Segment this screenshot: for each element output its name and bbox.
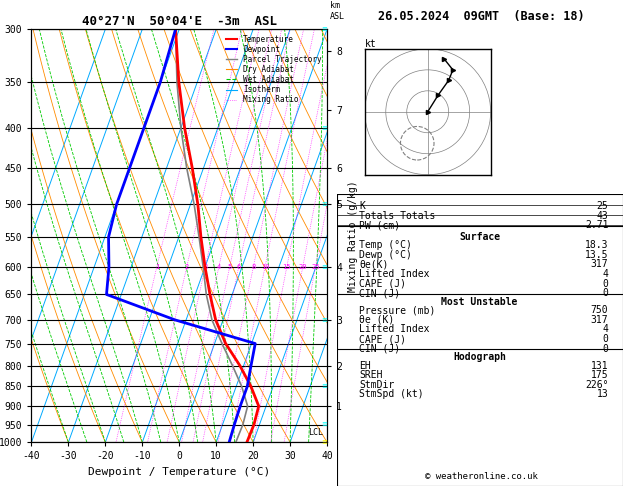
Text: CIN (J): CIN (J) bbox=[359, 344, 401, 354]
Text: ≡: ≡ bbox=[321, 383, 327, 389]
Text: 25: 25 bbox=[311, 264, 320, 270]
Y-axis label: Mixing Ratio (g/kg): Mixing Ratio (g/kg) bbox=[348, 180, 357, 292]
Text: Lifted Index: Lifted Index bbox=[359, 269, 430, 279]
Text: 0: 0 bbox=[603, 278, 608, 289]
Text: 20: 20 bbox=[299, 264, 307, 270]
Text: 5: 5 bbox=[228, 264, 232, 270]
Text: 4: 4 bbox=[603, 324, 608, 334]
Text: 18.3: 18.3 bbox=[585, 240, 608, 250]
Text: 2: 2 bbox=[184, 264, 189, 270]
Text: ≡: ≡ bbox=[321, 439, 327, 445]
Text: Temp (°C): Temp (°C) bbox=[359, 240, 412, 250]
Text: © weatheronline.co.uk: © weatheronline.co.uk bbox=[425, 472, 538, 481]
Text: 4: 4 bbox=[217, 264, 221, 270]
Text: km
ASL: km ASL bbox=[330, 1, 345, 21]
Text: 0: 0 bbox=[603, 344, 608, 354]
Text: LCL: LCL bbox=[308, 428, 323, 437]
Text: Surface: Surface bbox=[459, 232, 500, 242]
Text: 131: 131 bbox=[591, 361, 608, 370]
Text: StmDir: StmDir bbox=[359, 380, 394, 390]
Text: CAPE (J): CAPE (J) bbox=[359, 334, 406, 344]
Text: 750: 750 bbox=[591, 305, 608, 315]
Text: StmSpd (kt): StmSpd (kt) bbox=[359, 389, 424, 399]
Text: PW (cm): PW (cm) bbox=[359, 220, 401, 230]
Text: 13: 13 bbox=[597, 389, 608, 399]
Legend: Temperature, Dewpoint, Parcel Trajectory, Dry Adiabat, Wet Adiabat, Isotherm, Mi: Temperature, Dewpoint, Parcel Trajectory… bbox=[224, 33, 323, 106]
X-axis label: Dewpoint / Temperature (°C): Dewpoint / Temperature (°C) bbox=[88, 467, 270, 477]
Text: CAPE (J): CAPE (J) bbox=[359, 278, 406, 289]
Text: 0: 0 bbox=[603, 334, 608, 344]
Text: θe(K): θe(K) bbox=[359, 260, 389, 269]
Text: 1: 1 bbox=[155, 264, 159, 270]
Text: Hodograph: Hodograph bbox=[453, 352, 506, 363]
Text: Pressure (mb): Pressure (mb) bbox=[359, 305, 436, 315]
Text: 3: 3 bbox=[203, 264, 208, 270]
Text: 317: 317 bbox=[591, 260, 608, 269]
Text: 10: 10 bbox=[261, 264, 269, 270]
Text: Lifted Index: Lifted Index bbox=[359, 324, 430, 334]
Text: Dewp (°C): Dewp (°C) bbox=[359, 250, 412, 260]
Title: 40°27'N  50°04'E  -3m  ASL: 40°27'N 50°04'E -3m ASL bbox=[82, 15, 277, 28]
Text: 0: 0 bbox=[603, 288, 608, 298]
Text: 6: 6 bbox=[237, 264, 241, 270]
Text: 317: 317 bbox=[591, 315, 608, 325]
Text: 4: 4 bbox=[603, 269, 608, 279]
Text: ≡: ≡ bbox=[321, 264, 327, 270]
Text: 26.05.2024  09GMT  (Base: 18): 26.05.2024 09GMT (Base: 18) bbox=[378, 10, 584, 23]
Text: ≡: ≡ bbox=[321, 201, 327, 208]
Text: 43: 43 bbox=[597, 211, 608, 221]
Text: Totals Totals: Totals Totals bbox=[359, 211, 436, 221]
Text: ≡: ≡ bbox=[321, 26, 327, 32]
Text: 2.71: 2.71 bbox=[585, 220, 608, 230]
Text: 8: 8 bbox=[251, 264, 255, 270]
Text: 15: 15 bbox=[282, 264, 291, 270]
Text: 13.5: 13.5 bbox=[585, 250, 608, 260]
Text: ≡: ≡ bbox=[321, 125, 327, 131]
Text: EH: EH bbox=[359, 361, 371, 370]
Text: ≡: ≡ bbox=[321, 317, 327, 323]
Text: 25: 25 bbox=[597, 201, 608, 211]
Text: CIN (J): CIN (J) bbox=[359, 288, 401, 298]
Text: K: K bbox=[359, 201, 365, 211]
Text: Most Unstable: Most Unstable bbox=[442, 297, 518, 307]
Text: ≡: ≡ bbox=[321, 422, 327, 428]
Text: kt: kt bbox=[365, 39, 377, 49]
Text: θe (K): θe (K) bbox=[359, 315, 394, 325]
Text: 175: 175 bbox=[591, 370, 608, 380]
Text: SREH: SREH bbox=[359, 370, 383, 380]
Text: 226°: 226° bbox=[585, 380, 608, 390]
